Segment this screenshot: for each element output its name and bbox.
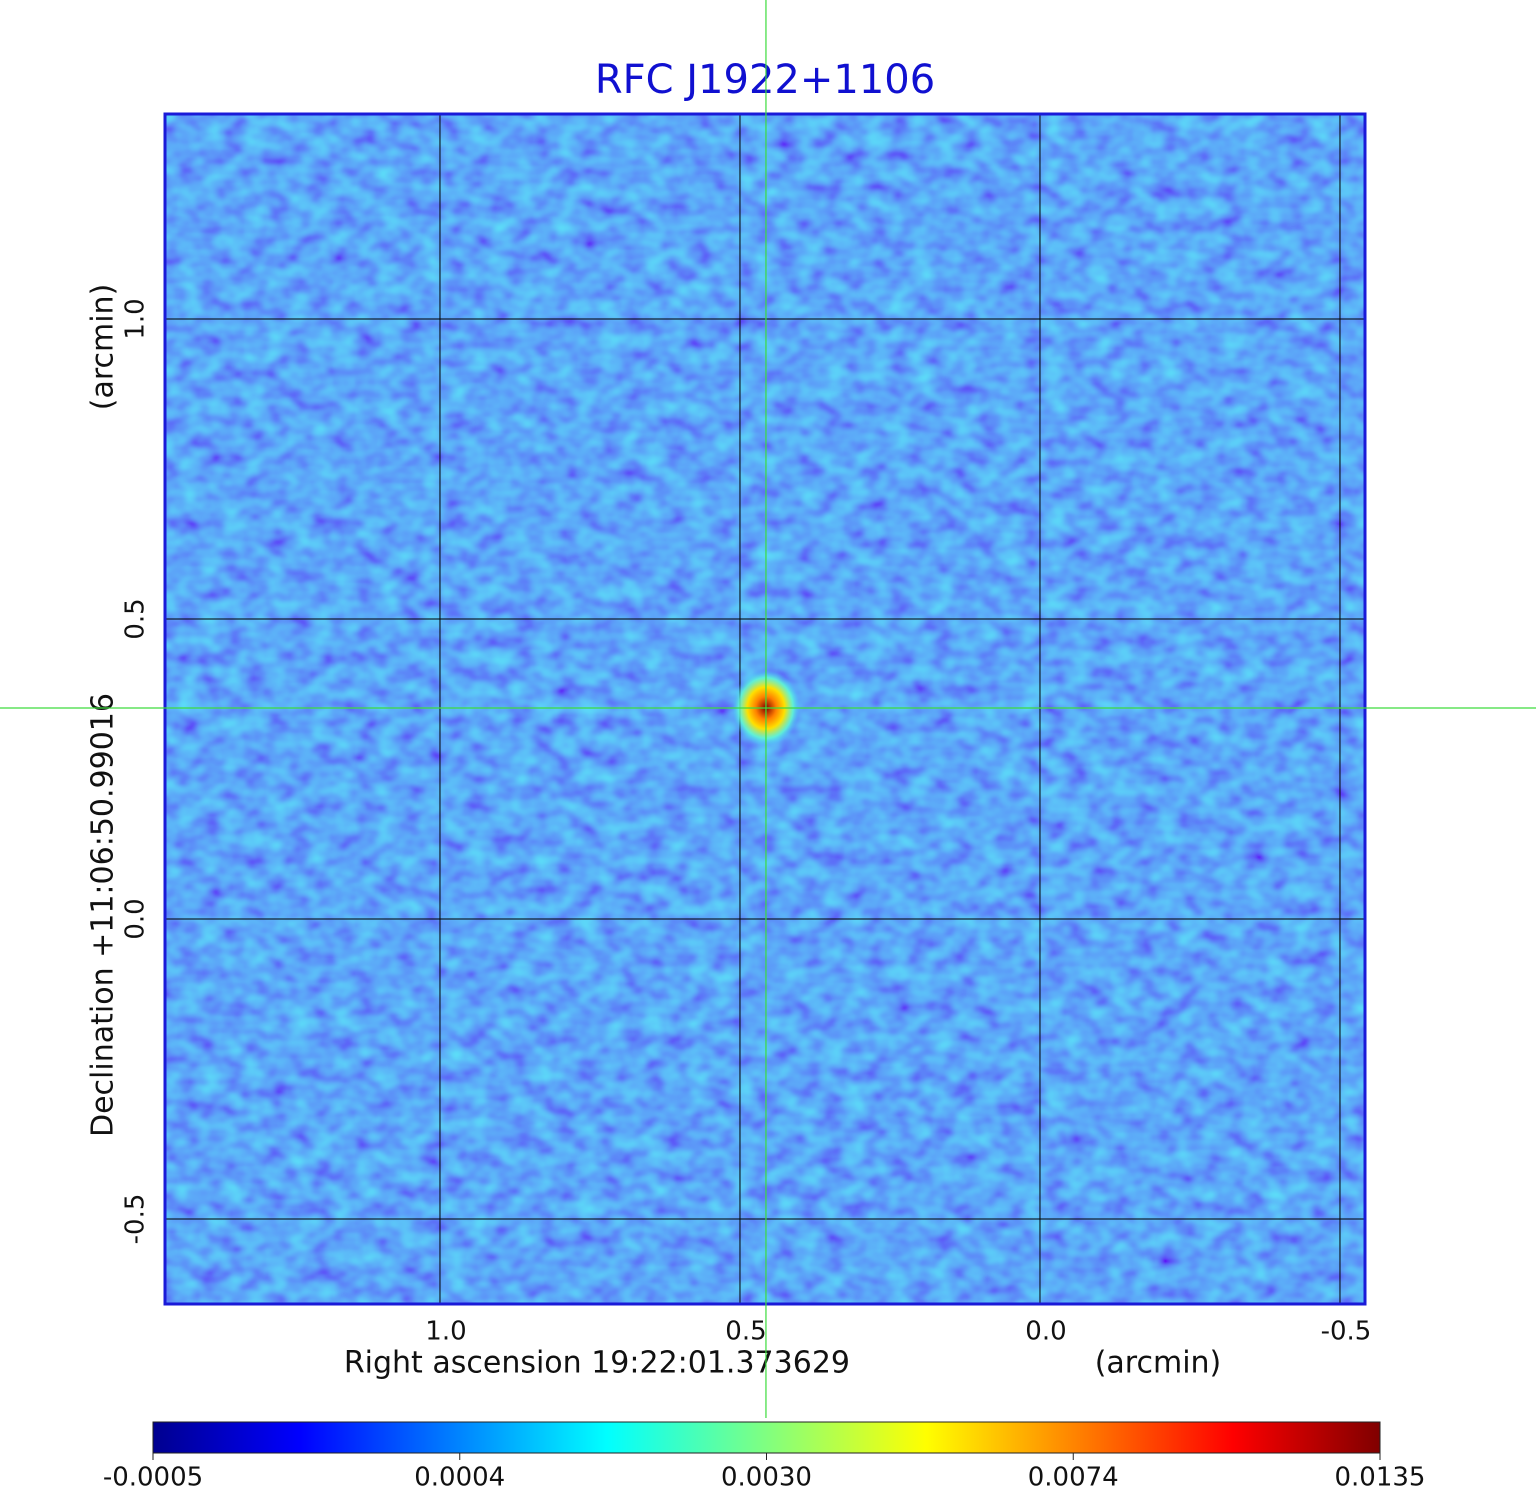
x-tick-label: 0.5 xyxy=(725,1317,766,1347)
colorbar-tick-label: 0.0030 xyxy=(721,1463,812,1493)
x-tick-label: -0.5 xyxy=(1321,1317,1372,1347)
y-tick-label: 1.0 xyxy=(121,298,151,339)
colorbar xyxy=(152,1421,1381,1454)
x-tick-label: 1.0 xyxy=(425,1317,466,1347)
colorbar-tick-label: 0.0135 xyxy=(1335,1463,1426,1493)
y-axis-unit: (arcmin) xyxy=(86,284,121,411)
y-tick-label: -0.5 xyxy=(121,1194,151,1245)
x-axis-label: Right ascension 19:22:01.373629 xyxy=(344,1346,850,1381)
colorbar-tick-label: 0.0074 xyxy=(1028,1463,1119,1493)
x-tick-label: 0.0 xyxy=(1025,1317,1066,1347)
y-tick-label: 0.0 xyxy=(121,898,151,939)
chart-title: RFC J1922+1106 xyxy=(595,57,935,103)
colorbar-tick-label: 0.0004 xyxy=(414,1463,505,1493)
plot-area xyxy=(165,114,1365,1304)
x-axis-unit: (arcmin) xyxy=(1095,1346,1222,1381)
plot-frame xyxy=(163,112,1367,1306)
y-tick-label: 0.5 xyxy=(121,598,151,639)
y-axis-label: Declination +11:06:50.99016 xyxy=(86,693,121,1137)
colorbar-tick-label: -0.0005 xyxy=(103,1463,203,1493)
